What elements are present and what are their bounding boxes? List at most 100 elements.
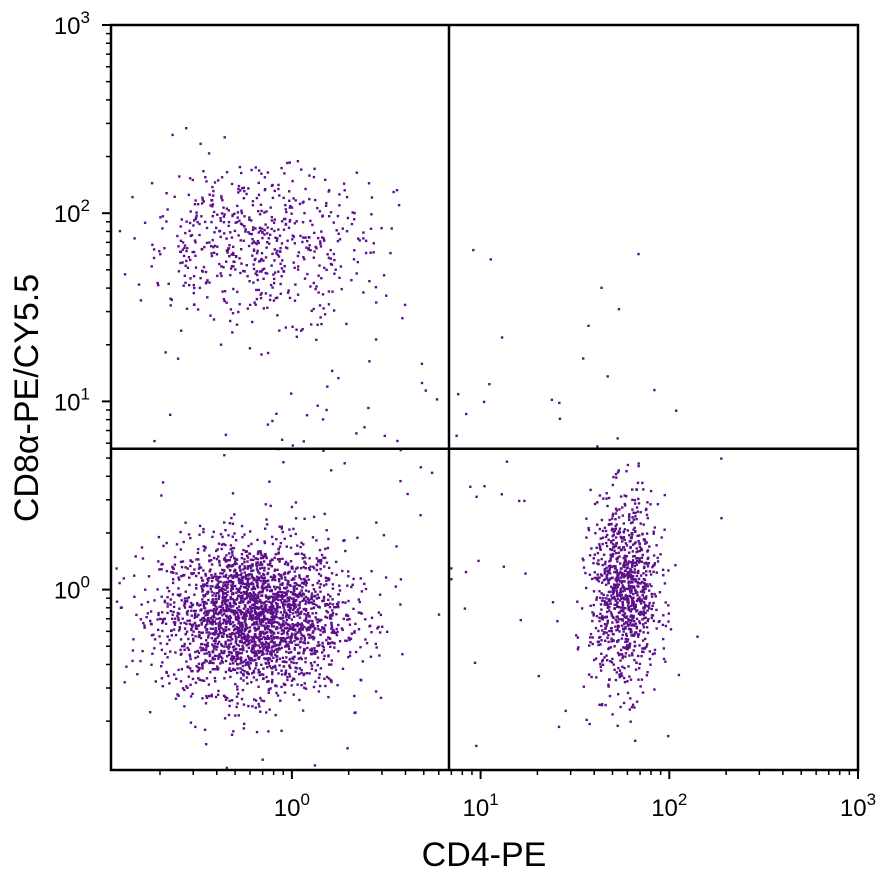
data-point <box>604 560 607 564</box>
data-point <box>270 622 273 625</box>
data-point <box>233 532 236 535</box>
data-point <box>257 702 260 706</box>
data-point <box>233 229 237 233</box>
data-point <box>642 488 645 491</box>
data-point <box>254 272 257 275</box>
data-point <box>279 541 283 545</box>
data-point <box>131 649 135 652</box>
data-point <box>641 647 644 650</box>
data-point <box>310 607 313 610</box>
data-point <box>483 485 486 488</box>
data-point <box>143 624 146 627</box>
data-point <box>518 499 521 503</box>
data-point <box>242 649 245 652</box>
data-point <box>211 615 214 618</box>
data-point <box>251 651 254 654</box>
data-point <box>228 601 232 605</box>
data-point <box>219 662 222 665</box>
data-point <box>288 528 291 531</box>
data-point <box>376 627 379 630</box>
data-point <box>644 587 647 590</box>
data-point <box>643 581 646 585</box>
data-point <box>307 599 311 602</box>
data-point <box>615 671 618 674</box>
data-point <box>265 652 268 655</box>
data-point <box>201 598 204 601</box>
data-point <box>223 556 227 560</box>
data-point <box>631 654 634 657</box>
data-point <box>221 606 225 609</box>
data-point <box>228 552 231 555</box>
data-point <box>241 611 244 614</box>
data-point <box>214 605 217 608</box>
data-point <box>593 658 596 662</box>
data-point <box>188 619 192 622</box>
data-point <box>222 694 226 697</box>
data-point <box>589 641 592 644</box>
data-point <box>250 648 254 651</box>
data-point <box>262 573 266 577</box>
data-point <box>246 275 249 278</box>
data-point <box>257 169 261 172</box>
data-point <box>287 629 290 632</box>
data-point <box>264 554 267 558</box>
data-point <box>319 667 323 670</box>
data-point <box>259 599 262 603</box>
data-point <box>222 581 225 584</box>
data-point <box>288 613 291 617</box>
data-point <box>625 632 628 636</box>
data-point <box>202 603 206 606</box>
data-point <box>290 206 294 209</box>
data-point <box>605 544 609 548</box>
data-point <box>319 629 322 632</box>
data-point <box>191 625 194 629</box>
data-point <box>238 627 241 630</box>
data-point <box>603 568 606 571</box>
data-point <box>317 628 320 631</box>
data-point <box>332 309 336 312</box>
data-point <box>244 628 247 631</box>
data-point <box>316 621 319 624</box>
data-point <box>345 613 348 617</box>
data-point <box>309 648 312 652</box>
data-point <box>290 627 293 630</box>
data-point <box>601 658 605 662</box>
data-point <box>524 572 527 575</box>
data-point <box>230 657 234 660</box>
data-point <box>617 639 620 642</box>
data-point <box>273 277 276 281</box>
data-point <box>218 589 222 592</box>
data-point <box>321 236 324 239</box>
data-point <box>177 629 181 632</box>
data-point <box>231 580 234 584</box>
data-point <box>604 535 608 539</box>
data-point <box>277 270 280 273</box>
data-point <box>125 665 128 668</box>
data-point <box>619 659 622 662</box>
data-point <box>242 614 246 617</box>
data-point <box>214 609 217 612</box>
data-point <box>642 611 645 614</box>
data-point <box>229 319 232 323</box>
data-point <box>202 604 206 608</box>
data-point <box>232 546 236 550</box>
data-point <box>179 653 183 656</box>
data-point <box>213 633 216 636</box>
data-point <box>308 568 312 571</box>
data-point <box>589 488 592 492</box>
data-point <box>324 178 327 181</box>
data-point <box>615 580 619 583</box>
data-point <box>630 604 633 608</box>
data-point <box>655 608 658 612</box>
data-point <box>645 595 648 598</box>
data-point <box>274 644 277 647</box>
data-point <box>296 608 299 612</box>
data-point <box>250 635 253 639</box>
data-point <box>231 522 235 525</box>
data-point <box>599 662 602 666</box>
data-point <box>196 655 200 658</box>
data-point <box>194 613 197 616</box>
data-point <box>200 202 204 205</box>
data-point <box>311 635 314 638</box>
data-point <box>247 231 250 234</box>
